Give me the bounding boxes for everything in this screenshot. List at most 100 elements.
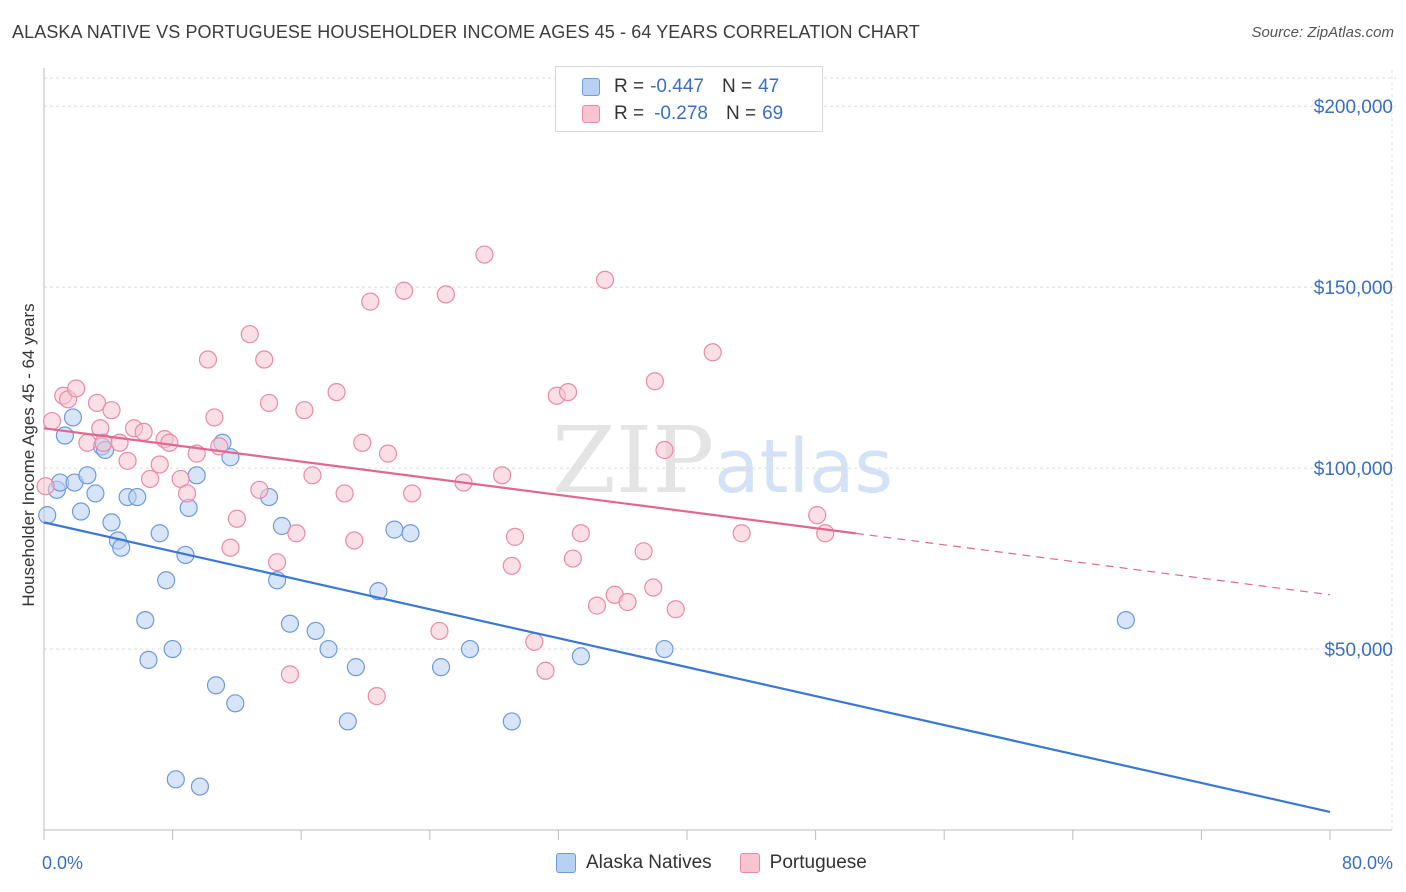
portuguese-point [335,484,354,503]
portuguese-point [240,325,259,344]
alaska-point [71,502,91,521]
portuguese-point [703,343,722,362]
alaska-point [431,658,451,677]
portuguese-point [118,451,137,470]
portuguese-point [655,440,674,460]
alaska-point [139,650,158,670]
portuguese-point [558,382,578,402]
alaska-point [272,516,292,536]
alaska-point [86,484,105,503]
portuguese-point [227,509,246,528]
chart-title: ALASKA NATIVE VS PORTUGUESE HOUSEHOLDER … [12,22,920,42]
alaska-point [150,524,169,543]
alaska-point [346,658,365,677]
portuguese-point [177,484,197,503]
alaska-point [571,647,591,666]
watermark: ZIPatlas [552,407,893,514]
alaska-point [460,639,480,659]
portuguese-swatch [582,105,600,123]
portuguese-point [525,632,544,651]
portuguese-point [587,596,607,615]
portuguese-point [430,621,449,641]
legend-r-label: R = [614,76,645,97]
alaska-point [369,582,388,601]
legend-n-value: 47 [758,76,780,97]
y-tick-label: $100,000 [1314,459,1393,480]
alaska-point [401,524,420,543]
alaska-point [157,571,176,590]
portuguese-point [353,433,372,452]
legend-n-value: 69 [762,103,784,124]
alaska-trend-line [43,521,1331,813]
alaska-point [136,610,155,630]
portuguese-point [595,270,615,290]
portuguese-trend-line [43,427,856,535]
portuguese-point [403,484,422,503]
legend-label: Alaska Natives [586,852,712,873]
portuguese-point [78,433,97,452]
portuguese-point [287,524,306,543]
legend-item-portuguese: Portuguese [739,852,867,874]
portuguese-point [361,292,380,311]
alaska-point [166,770,185,789]
portuguese-point [295,401,314,420]
legend-label: Portuguese [769,852,867,873]
alaska-point [385,520,404,539]
legend-r-value: -0.447 [650,76,704,97]
portuguese-point [221,538,240,557]
portuguese-point [816,524,835,543]
portuguese-point [502,556,521,575]
portuguese-point [563,549,582,568]
alaska-point [38,506,57,525]
legend-r-label: R = [614,103,645,124]
portuguese-point [198,350,218,369]
portuguese-point [267,553,287,572]
portuguese-point [140,469,160,489]
alaska-point [338,712,357,731]
portuguese-point [250,480,269,499]
portuguese-point [475,245,494,264]
alaska-point [163,639,182,659]
alaska-point [102,513,121,532]
portuguese-point [808,506,827,525]
portuguese-point [205,408,224,427]
portuguese-point [42,411,62,431]
alaska-point [1116,610,1135,630]
alaska-point [502,712,521,731]
portuguese-point [732,524,751,543]
legend-r-value: -0.278 [654,103,708,124]
legend-n-label: N = [721,76,753,97]
alaska-point [78,466,97,485]
portuguese-point [436,285,455,304]
correlation-legend: R = -0.447 N = 47 R = -0.278 N = 69 [555,66,823,132]
portuguese-point [644,578,663,597]
alaska-point [63,408,83,427]
portuguese-point [571,524,591,543]
portuguese-point [87,393,107,413]
portuguese-point [645,372,664,391]
y-tick-label: $150,000 [1314,278,1393,299]
alaska-point [319,639,338,659]
y-tick-label: $50,000 [1324,640,1393,661]
alaska-point [655,639,674,659]
portuguese-point [394,281,414,300]
portuguese-point [345,531,364,550]
x-tick-label: 80.0% [1342,853,1393,873]
alaska-point [306,621,325,641]
y-tick-label: $200,000 [1314,97,1393,118]
portuguese-point [666,600,685,619]
series-legend: Alaska Natives Portuguese [556,852,895,874]
alaska-point [190,777,210,796]
portuguese-point [36,477,55,496]
source-note: Source: ZipAtlas.com [1251,24,1394,41]
portuguese-point [102,401,121,420]
portuguese-point [134,422,153,442]
portuguese-point [505,527,525,546]
portuguese-point [67,379,86,398]
legend-row-alaska: R = -0.447 N = 47 [582,75,779,99]
portuguese-point [259,393,279,413]
alaska-swatch [556,853,576,873]
legend-n-label: N = [725,103,757,124]
alaska-point [280,614,300,633]
portuguese-point [280,665,300,684]
